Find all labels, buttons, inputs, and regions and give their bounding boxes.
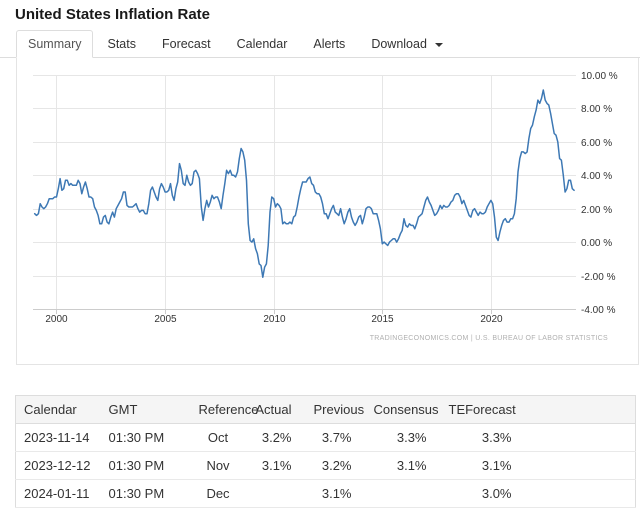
table-cell: 01:30 PM	[100, 423, 191, 452]
table-header-reference: Reference	[190, 395, 258, 424]
table-body: 2023-11-14 01:30 PM Oct 3.2% 3.7% 3.3% 3.3% 202…	[15, 423, 636, 508]
inflation-series-line	[33, 89, 575, 278]
table-cell: 2023-12-12	[15, 451, 101, 480]
table-cell: 3.1%	[440, 451, 526, 480]
table-cell: 3.3%	[365, 423, 441, 452]
tab-forecast[interactable]: Forecast	[161, 37, 211, 51]
x-axis-label: 2010	[263, 314, 286, 325]
y-axis-label: 2.00 %	[581, 205, 612, 216]
y-axis-label: -4.00 %	[581, 305, 616, 316]
table-cell: 2024-01-11	[15, 479, 101, 508]
table-cell: Oct	[190, 423, 246, 452]
x-axis-label: 2020	[480, 314, 503, 325]
table-cell: 2023-11-14	[15, 423, 101, 452]
y-axis-label: 10.00 %	[581, 71, 618, 82]
table-cell: 01:30 PM	[100, 451, 191, 480]
tab-calendar[interactable]: Calendar	[236, 37, 288, 51]
table-cell: Dec	[190, 479, 246, 508]
table-cell	[245, 479, 306, 508]
chart-attribution: TRADINGECONOMICS.COM | U.S. BUREAU OF LA…	[369, 335, 608, 342]
tab-download-label: Download	[371, 37, 427, 51]
table-row: 2023-11-14 01:30 PM Oct 3.2% 3.7% 3.3% 3.3%	[15, 423, 636, 452]
table-cell: 3.2%	[245, 423, 306, 452]
x-axis-label: 2000	[45, 314, 68, 325]
table-header-filler	[525, 395, 636, 424]
x-axis-label: 2005	[154, 314, 177, 325]
table-header-gmt: GMT	[100, 395, 191, 424]
table-cell: 3.1%	[365, 451, 441, 480]
table-header-actual: Actual	[245, 395, 306, 424]
table-cell	[525, 451, 636, 480]
table-cell: Nov	[190, 451, 246, 480]
table-cell: 3.1%	[305, 479, 366, 508]
table-cell: 3.2%	[305, 451, 366, 480]
table-cell	[365, 479, 441, 508]
y-axis-label: 8.00 %	[581, 104, 612, 115]
table-cell: 3.1%	[245, 451, 306, 480]
chart-panel: 10.00 % 8.00 % 6.00 % 4.00 % 2.00 % 0.00 % -2.…	[16, 58, 639, 365]
table-row: 2023-12-12 01:30 PM Nov 3.1% 3.2% 3.1% 3.1%	[15, 451, 636, 480]
table-cell: 3.3%	[440, 423, 526, 452]
table-cell: 3.0%	[440, 479, 526, 508]
y-axis-label: 0.00 %	[581, 238, 612, 249]
page-title: United States Inflation Rate	[15, 6, 211, 23]
table-cell: 3.7%	[305, 423, 366, 452]
y-axis-label: -2.00 %	[581, 272, 616, 283]
table-header-previous: Previous	[305, 395, 366, 424]
table-row: 2024-01-11 01:30 PM Dec 3.1% 3.0%	[15, 479, 636, 508]
table-cell	[525, 479, 636, 508]
table-header-row: Calendar GMT Reference Actual Previous C…	[15, 395, 636, 424]
table-cell: 01:30 PM	[100, 479, 191, 508]
tab-alerts[interactable]: Alerts	[313, 37, 346, 51]
tab-bar: Summary Stats Forecast Calendar Alerts D…	[0, 30, 640, 58]
tab-summary[interactable]: Summary	[16, 30, 94, 58]
inflation-line-chart[interactable]: 10.00 % 8.00 % 6.00 % 4.00 % 2.00 % 0.00 % -2.…	[17, 58, 638, 330]
calendar-table: Calendar GMT Reference Actual Previous C…	[15, 395, 636, 508]
table-header-calendar: Calendar	[15, 395, 101, 424]
y-axis-label: 6.00 %	[581, 138, 612, 149]
x-axis-label: 2015	[371, 314, 394, 325]
table-header-teforecast: TEForecast	[440, 395, 526, 424]
tab-download[interactable]: Download	[359, 30, 455, 58]
table-header-consensus: Consensus	[365, 395, 441, 424]
tab-stats[interactable]: Stats	[107, 37, 136, 51]
caret-down-icon	[435, 42, 444, 47]
table-cell	[525, 423, 636, 452]
y-axis-label: 4.00 %	[581, 171, 612, 182]
